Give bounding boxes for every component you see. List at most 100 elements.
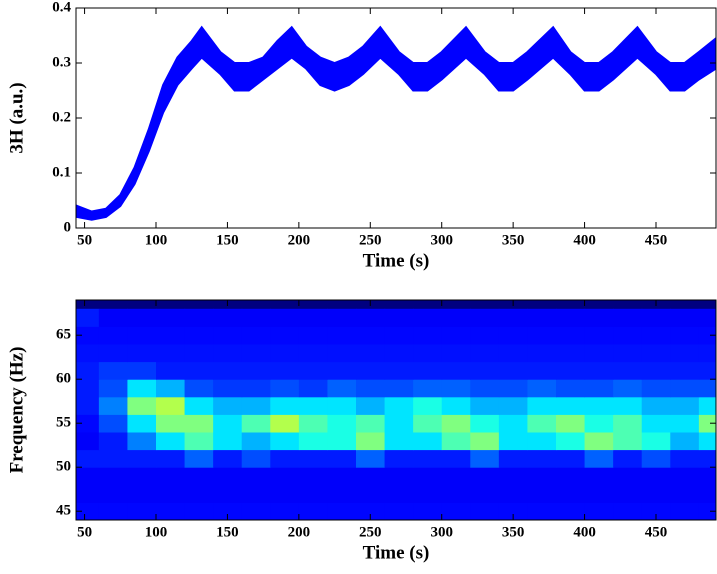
heatmap-cell	[384, 484, 414, 503]
heatmap-cell	[498, 379, 528, 398]
heatmap-cell	[556, 467, 586, 486]
heatmap-cell	[270, 396, 300, 415]
heatmap-cell	[413, 344, 443, 363]
heatmap-cell	[498, 502, 528, 520]
heatmap-cell	[441, 308, 471, 327]
heatmap-cell	[470, 484, 500, 503]
heatmap-cell	[670, 484, 700, 503]
heatmap-cell	[327, 414, 357, 433]
heatmap-cell	[641, 344, 671, 363]
heatmap-cell	[98, 449, 128, 468]
x-tick-label: 50	[77, 524, 92, 540]
heatmap-cell	[156, 361, 186, 380]
heatmap-cell	[156, 467, 186, 486]
heatmap-cell	[698, 484, 716, 503]
heatmap-cell	[184, 308, 214, 327]
heatmap-cell	[498, 449, 528, 468]
heatmap-cell	[698, 449, 716, 468]
heatmap-cell	[698, 326, 716, 345]
heatmap-cell	[470, 361, 500, 380]
heatmap-cell	[184, 326, 214, 345]
heatmap-cell	[327, 361, 357, 380]
heatmap-cell	[127, 432, 157, 451]
heatmap-cell	[584, 484, 614, 503]
heatmap-cell	[127, 502, 157, 520]
heatmap-cell	[556, 432, 586, 451]
heatmap-cell	[641, 502, 671, 520]
heatmap-cell	[527, 467, 557, 486]
x-axis-label: Time (s)	[363, 542, 430, 563]
heatmap-cell	[498, 414, 528, 433]
heatmap-cell	[470, 326, 500, 345]
heatmap-cell	[470, 379, 500, 398]
heatmap-cell	[556, 308, 586, 327]
heatmap-cell	[213, 484, 243, 503]
heatmap-cell	[384, 308, 414, 327]
heatmap-cell	[670, 467, 700, 486]
heatmap-cell	[527, 414, 557, 433]
x-tick-label: 150	[216, 524, 239, 540]
heatmap-cell	[641, 326, 671, 345]
heatmap-cell	[184, 484, 214, 503]
heatmap-cell	[670, 502, 700, 520]
heatmap-cell	[241, 344, 271, 363]
heatmap-cell	[298, 467, 328, 486]
heatmap-cell	[613, 361, 643, 380]
heatmap-cell	[298, 379, 328, 398]
heatmap-cell	[127, 326, 157, 345]
heatmap-cell	[556, 502, 586, 520]
heatmap-cell	[641, 484, 671, 503]
heatmap-cell	[413, 396, 443, 415]
heatmap-cell	[241, 308, 271, 327]
heatmap-cell	[670, 344, 700, 363]
heatmap-cell	[270, 326, 300, 345]
heatmap-cell	[527, 326, 557, 345]
heatmap-cell	[213, 467, 243, 486]
heatmap-cell	[241, 414, 271, 433]
heatmap-cell	[98, 484, 128, 503]
heatmap-cell	[356, 361, 386, 380]
heatmap-cell	[384, 361, 414, 380]
heatmap-cell	[670, 414, 700, 433]
heatmap-cell	[527, 449, 557, 468]
heatmap-cell	[270, 467, 300, 486]
heatmap-cell	[327, 326, 357, 345]
heatmap-cell	[441, 467, 471, 486]
heatmap-cell	[527, 361, 557, 380]
heatmap-cell	[127, 396, 157, 415]
x-tick-label: 250	[359, 524, 382, 540]
heatmap-cell	[498, 484, 528, 503]
heatmap-cell	[156, 326, 186, 345]
heatmap-cell	[441, 432, 471, 451]
heatmap-cell	[498, 326, 528, 345]
heatmap-cell	[556, 396, 586, 415]
heatmap-cell	[384, 467, 414, 486]
heatmap-cell	[413, 414, 443, 433]
plot-area	[76, 300, 716, 520]
heatmap-cell	[413, 326, 443, 345]
axes: 50 100 150 200 250 300 350 400 450 45 50 55 60 65 Time…	[6, 299, 717, 563]
heatmap-cell	[156, 379, 186, 398]
heatmap-cell	[298, 484, 328, 503]
heatmap-cell	[384, 449, 414, 468]
heatmap-cell	[441, 484, 471, 503]
heatmap-cell	[76, 414, 100, 433]
x-tick-label: 450	[645, 232, 668, 248]
heatmap-cell	[441, 344, 471, 363]
heatmap-cell	[498, 361, 528, 380]
heatmap-cell	[156, 484, 186, 503]
heatmap-cell	[498, 467, 528, 486]
y-axis-label: 3H (a.u.)	[6, 82, 27, 153]
x-tick-label: 300	[430, 232, 453, 248]
heatmap-cell	[641, 361, 671, 380]
heatmap-cell	[641, 432, 671, 451]
heatmap-cell	[213, 449, 243, 468]
heatmap-cell	[270, 308, 300, 327]
heatmap-cell	[241, 432, 271, 451]
heatmap-cell	[584, 467, 614, 486]
heatmap-cell	[156, 344, 186, 363]
heatmap-cell	[156, 308, 186, 327]
heatmap-cell	[356, 379, 386, 398]
heatmap-cell	[698, 379, 716, 398]
heatmap-cell	[298, 396, 328, 415]
